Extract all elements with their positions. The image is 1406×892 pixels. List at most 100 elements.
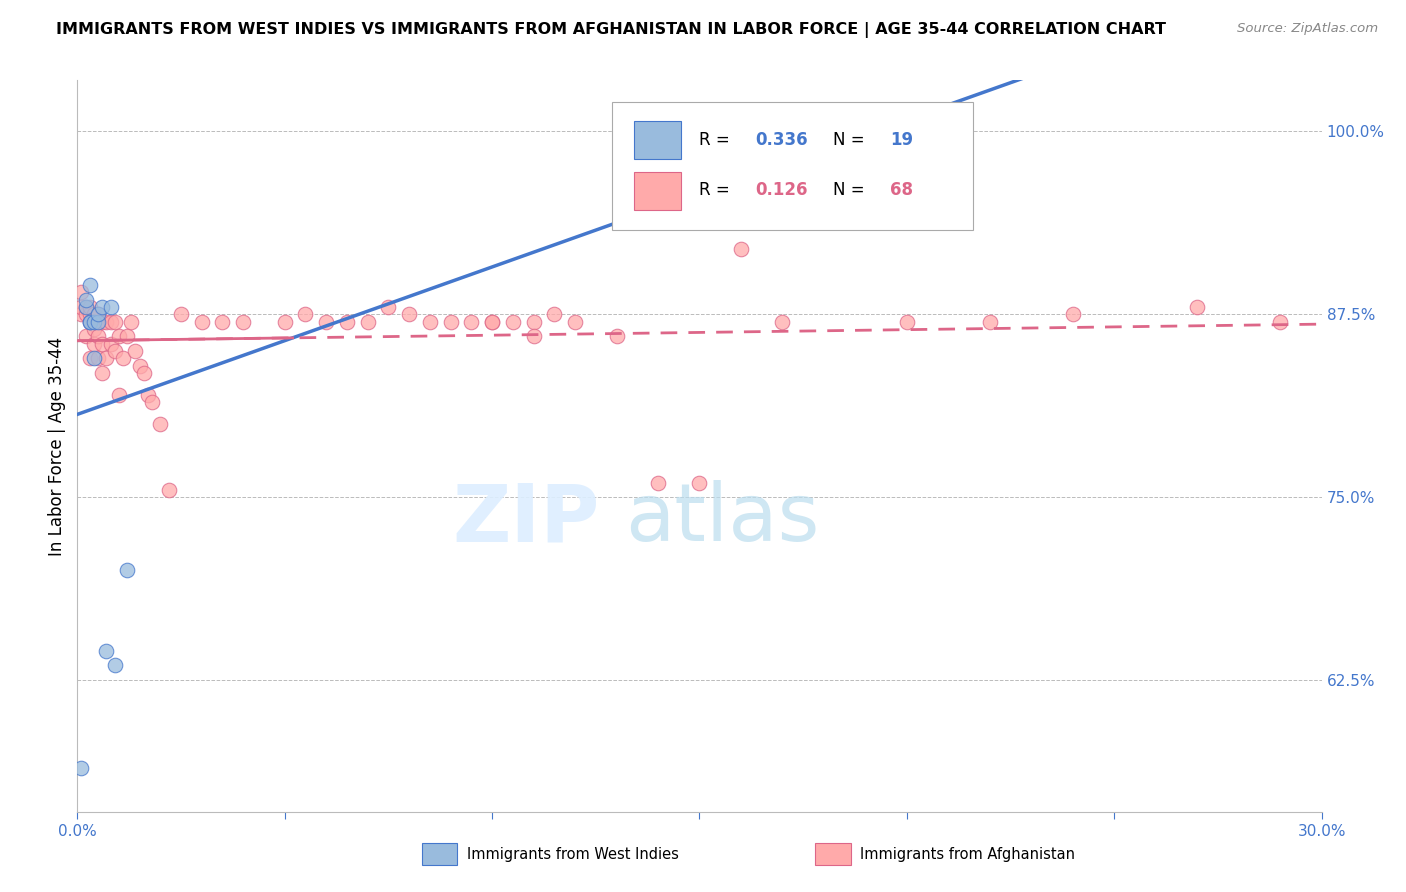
Point	[1187, 300, 1209, 314]
Point	[398, 307, 420, 321]
Point	[979, 315, 1001, 329]
Point	[83, 322, 105, 336]
Point	[104, 315, 127, 329]
Point	[502, 315, 524, 329]
Point	[70, 307, 93, 321]
Point	[132, 366, 155, 380]
Point	[460, 315, 482, 329]
Text: 0.126: 0.126	[755, 181, 808, 199]
Text: N =: N =	[832, 181, 869, 199]
Point	[108, 388, 131, 402]
Point	[108, 329, 131, 343]
Point	[564, 315, 586, 329]
Point	[87, 351, 110, 366]
Point	[79, 351, 101, 366]
Point	[79, 300, 101, 314]
FancyBboxPatch shape	[422, 843, 457, 865]
Point	[91, 336, 114, 351]
Point	[440, 315, 463, 329]
Point	[83, 351, 105, 366]
Point	[772, 315, 794, 329]
Point	[689, 475, 711, 490]
Point	[83, 307, 105, 321]
Point	[79, 278, 101, 293]
Point	[79, 315, 101, 329]
Point	[834, 124, 856, 138]
Y-axis label: In Labor Force | Age 35-44: In Labor Force | Age 35-44	[48, 336, 66, 556]
Point	[336, 315, 359, 329]
Point	[87, 329, 110, 343]
Text: 19: 19	[890, 131, 912, 149]
Point	[120, 315, 142, 329]
Point	[136, 388, 159, 402]
Point	[75, 307, 97, 321]
Point	[315, 315, 337, 329]
Text: Source: ZipAtlas.com: Source: ZipAtlas.com	[1237, 22, 1378, 36]
Bar	[634, 172, 681, 211]
Point	[70, 300, 93, 314]
Point	[104, 658, 127, 673]
Point	[157, 483, 180, 497]
Text: R =: R =	[700, 131, 735, 149]
Point	[79, 315, 101, 329]
Point	[115, 563, 138, 577]
Point	[75, 293, 97, 307]
Point	[91, 300, 114, 314]
Point	[111, 351, 134, 366]
Point	[232, 315, 254, 329]
Text: atlas: atlas	[624, 480, 820, 558]
Point	[70, 761, 93, 775]
Point	[96, 315, 118, 329]
Point	[124, 343, 146, 358]
Point	[83, 336, 105, 351]
Point	[294, 307, 316, 321]
Point	[141, 395, 163, 409]
Point	[523, 329, 546, 343]
Point	[83, 315, 105, 329]
Point	[419, 315, 441, 329]
Point	[96, 644, 118, 658]
Point	[1062, 307, 1084, 321]
Point	[481, 315, 503, 329]
Point	[211, 315, 233, 329]
Point	[87, 307, 110, 321]
Point	[104, 343, 127, 358]
Bar	[634, 121, 681, 160]
Point	[606, 329, 628, 343]
Point	[647, 475, 669, 490]
Point	[1270, 315, 1292, 329]
Point	[274, 315, 297, 329]
Point	[87, 307, 110, 321]
Point	[523, 315, 546, 329]
Text: R =: R =	[700, 181, 735, 199]
Point	[70, 285, 93, 300]
Point	[730, 242, 752, 256]
Point	[75, 300, 97, 314]
Point	[100, 336, 122, 351]
Point	[191, 315, 214, 329]
Point	[91, 315, 114, 329]
Text: IMMIGRANTS FROM WEST INDIES VS IMMIGRANTS FROM AFGHANISTAN IN LABOR FORCE | AGE : IMMIGRANTS FROM WEST INDIES VS IMMIGRANT…	[56, 22, 1166, 38]
Point	[115, 329, 138, 343]
Point	[87, 315, 110, 329]
FancyBboxPatch shape	[815, 843, 851, 865]
Point	[75, 329, 97, 343]
Text: 68: 68	[890, 181, 912, 199]
Point	[481, 315, 503, 329]
Point	[79, 307, 101, 321]
Point	[100, 300, 122, 314]
Text: ZIP: ZIP	[453, 480, 600, 558]
Point	[79, 315, 101, 329]
Point	[170, 307, 193, 321]
Text: Immigrants from West Indies: Immigrants from West Indies	[467, 847, 679, 862]
Point	[543, 307, 565, 321]
Point	[91, 366, 114, 380]
Point	[357, 315, 380, 329]
Text: Immigrants from Afghanistan: Immigrants from Afghanistan	[860, 847, 1076, 862]
Point	[96, 351, 118, 366]
Text: N =: N =	[832, 131, 869, 149]
Point	[855, 124, 877, 138]
Text: 0.336: 0.336	[755, 131, 808, 149]
Point	[149, 417, 172, 431]
FancyBboxPatch shape	[613, 103, 973, 230]
